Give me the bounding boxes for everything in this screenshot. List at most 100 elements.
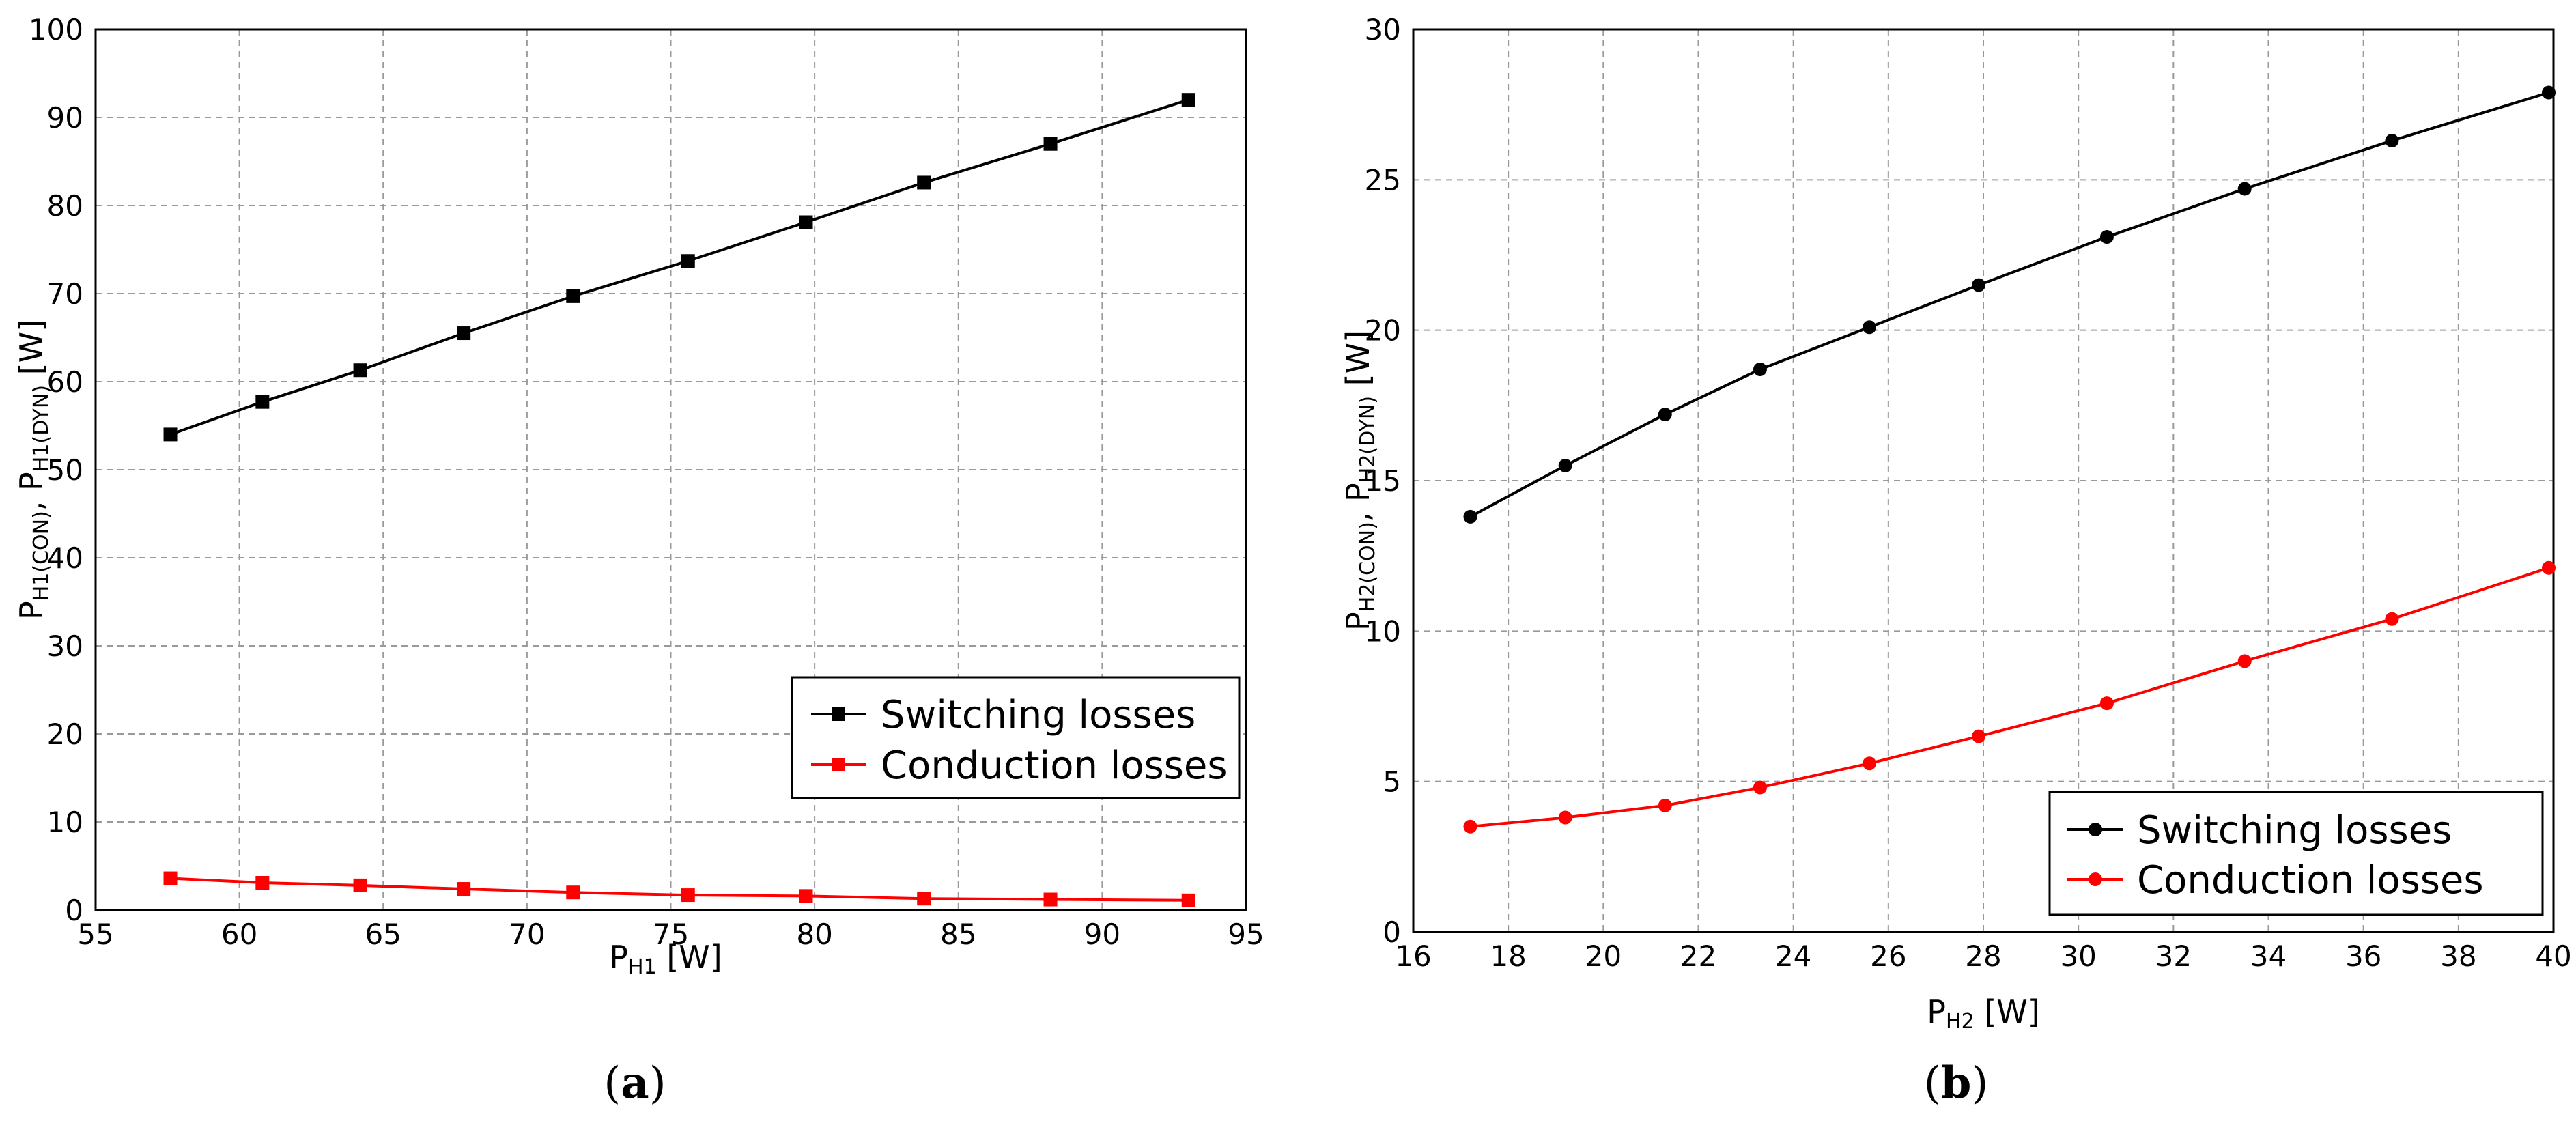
chart-b-y-label: PH2(CON), PH2(DYN) [W] bbox=[1340, 330, 1380, 631]
chart-b-x-tick-label: 18 bbox=[1490, 939, 1526, 973]
chart-a-point-switching bbox=[1181, 93, 1195, 107]
chart-a-caption: (a) bbox=[604, 1058, 666, 1109]
chart-a-series-line-conduction bbox=[170, 877, 1189, 902]
chart-b-legend-label-conduction: Conduction losses bbox=[2137, 858, 2484, 903]
chart-b-legend-label-switching: Switching losses bbox=[2137, 808, 2452, 853]
chart-b-series-line-conduction bbox=[1470, 566, 2549, 828]
chart-b-x-tick-label: 26 bbox=[1870, 939, 1906, 973]
chart-b-x-tick-label: 34 bbox=[2250, 939, 2287, 973]
chart-a-point-switching bbox=[457, 326, 471, 341]
chart-b-legend-box bbox=[2048, 791, 2544, 916]
chart-a-y-tick-label: 30 bbox=[47, 629, 83, 663]
chart-b-point-switching bbox=[1658, 408, 1672, 422]
chart-b-point-switching bbox=[2385, 134, 2399, 148]
chart-a-point-conduction bbox=[255, 876, 270, 890]
chart-a-y-ticks: 0 10 20 30 40 50 60 70 80 90 100 bbox=[29, 13, 83, 927]
chart-b-series bbox=[1463, 85, 2556, 834]
chart-b-x-tick-label: 20 bbox=[1585, 939, 1622, 973]
chart-b-point-switching bbox=[2542, 85, 2556, 100]
chart-b-plot-frame bbox=[1412, 28, 2555, 933]
chart-a-point-conduction bbox=[163, 871, 178, 885]
chart-b-x-tick-label: 38 bbox=[2440, 939, 2476, 973]
chart-b: 16 18 20 22 24 26 28 30 32 34 36 38 40 051015202530 … bbox=[1340, 13, 2572, 1109]
chart-a-y-tick-label: 100 bbox=[29, 13, 83, 46]
chart-b-point-conduction bbox=[1558, 810, 1572, 825]
chart-a-x-tick-label: 75 bbox=[653, 918, 689, 951]
chart-b-y-tick-label: 30 bbox=[1365, 13, 1401, 46]
chart-a-series bbox=[163, 93, 1195, 907]
chart-a-x-tick-label: 55 bbox=[77, 918, 113, 951]
chart-b-point-conduction bbox=[2542, 560, 2556, 575]
chart-b-y-tick-label: 0 bbox=[1383, 916, 1401, 949]
chart-a-point-switching bbox=[255, 395, 270, 409]
chart-b-point-conduction bbox=[1863, 756, 1876, 771]
chart-a-plot-frame bbox=[94, 28, 1247, 911]
chart-a-y-tick-label: 80 bbox=[47, 189, 83, 223]
chart-a-point-switching bbox=[353, 363, 367, 378]
chart-a-x-tick-label: 90 bbox=[1084, 918, 1120, 951]
chart-a-y-tick-label: 70 bbox=[47, 277, 83, 311]
chart-b-legend-marker-switching bbox=[2089, 823, 2102, 836]
chart-a-x-tick-label: 60 bbox=[221, 918, 257, 951]
chart-a: 55 60 65 70 75 80 85 90 95 0 10 20 30 40 50 60 70 80 90 10… bbox=[13, 13, 1264, 1109]
chart-b-y-tick-label: 15 bbox=[1365, 464, 1401, 498]
chart-b-legend-marker-conduction bbox=[2089, 872, 2102, 886]
chart-b-y-tick-label: 20 bbox=[1365, 314, 1401, 347]
chart-a-grid bbox=[96, 29, 1246, 910]
chart-b-x-tick-label: 40 bbox=[2535, 939, 2571, 973]
chart-b-point-switching bbox=[1558, 458, 1572, 472]
chart-b-x-tick-label: 24 bbox=[1775, 939, 1811, 973]
chart-b-point-conduction bbox=[1463, 819, 1477, 834]
chart-b-point-switching bbox=[1863, 320, 1876, 335]
chart-a-point-conduction bbox=[1181, 893, 1195, 907]
chart-b-point-switching bbox=[1753, 362, 1767, 376]
chart-b-point-switching bbox=[2099, 230, 2114, 244]
chart-a-legend-label-conduction: Conduction losses bbox=[881, 743, 1228, 788]
chart-a-y-tick-label: 50 bbox=[47, 453, 83, 487]
chart-a-point-switching bbox=[681, 254, 695, 268]
chart-b-point-switching bbox=[1463, 509, 1477, 524]
chart-b-series-line-switching bbox=[1469, 91, 2549, 518]
chart-a-x-label: PH1 [W] bbox=[609, 939, 722, 979]
chart-a-legend: Switching losses Conduction losses bbox=[791, 676, 1241, 799]
chart-a-y-tick-label: 60 bbox=[47, 365, 83, 399]
chart-b-y-tick-label: 25 bbox=[1365, 163, 1401, 197]
chart-b-legend: Switching losses Conduction losses bbox=[2048, 791, 2544, 916]
chart-a-legend-box bbox=[791, 676, 1241, 799]
chart-a-point-switching bbox=[1043, 137, 1058, 151]
chart-b-point-conduction bbox=[1753, 780, 1767, 795]
chart-b-point-conduction bbox=[2099, 696, 2114, 711]
chart-b-x-tick-label: 30 bbox=[2060, 939, 2096, 973]
chart-a-y-tick-label: 20 bbox=[47, 718, 83, 751]
chart-b-point-conduction bbox=[2385, 612, 2399, 626]
chart-a-point-conduction bbox=[1043, 892, 1058, 907]
chart-a-legend-marker-switching bbox=[832, 707, 845, 721]
chart-b-y-ticks: 0 5 10 15 20 25 30 bbox=[1365, 13, 1401, 949]
chart-a-y-tick-label: 0 bbox=[65, 894, 83, 927]
chart-a-point-conduction bbox=[353, 878, 367, 892]
chart-b-point-conduction bbox=[1658, 798, 1672, 812]
chart-a-y-tick-label: 10 bbox=[47, 806, 83, 839]
chart-a-x-tick-label: 85 bbox=[940, 918, 976, 951]
chart-b-point-conduction bbox=[2237, 654, 2252, 668]
chart-a-point-switching bbox=[163, 427, 178, 442]
chart-a-point-conduction bbox=[566, 885, 580, 900]
chart-a-legend-marker-conduction bbox=[832, 758, 845, 771]
chart-b-point-switching bbox=[2237, 182, 2252, 196]
chart-a-y-tick-label: 40 bbox=[47, 541, 83, 575]
chart-a-series-line-switching bbox=[169, 98, 1189, 436]
chart-b-y-tick-label: 5 bbox=[1383, 765, 1401, 799]
chart-b-x-tick-label: 22 bbox=[1680, 939, 1716, 973]
chart-b-x-ticks: 16 18 20 22 24 26 28 30 32 34 36 38 40 bbox=[1395, 939, 2571, 973]
chart-a-point-switching bbox=[917, 175, 931, 190]
chart-a-x-ticks: 55 60 65 70 75 80 85 90 95 bbox=[77, 918, 1264, 951]
chart-b-caption: (b) bbox=[1924, 1058, 1989, 1109]
chart-a-point-switching bbox=[566, 289, 580, 303]
chart-b-x-tick-label: 32 bbox=[2155, 939, 2192, 973]
chart-a-point-conduction bbox=[799, 889, 813, 903]
chart-a-x-tick-label: 65 bbox=[365, 918, 401, 951]
chart-a-point-conduction bbox=[917, 892, 931, 906]
chart-a-y-tick-label: 90 bbox=[47, 101, 83, 134]
chart-a-x-tick-label: 80 bbox=[796, 918, 832, 951]
chart-a-x-tick-label: 70 bbox=[509, 918, 545, 951]
